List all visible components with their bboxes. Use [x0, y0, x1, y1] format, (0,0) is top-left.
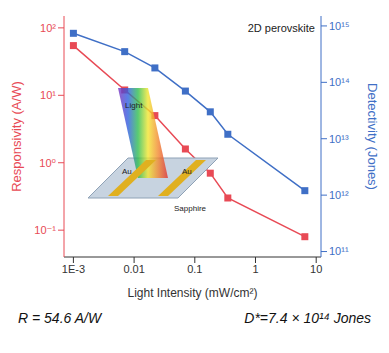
svg-text:10: 10 — [310, 263, 322, 275]
svg-text:10¹¹: 10¹¹ — [329, 245, 349, 257]
svg-text:1: 1 — [252, 263, 258, 275]
html-text:2D perovskite: 2D perovskite — [247, 22, 315, 34]
svg-text:Light: Light — [125, 101, 143, 110]
svg-text:10¹⁴: 10¹⁴ — [329, 76, 350, 88]
svg-text:Light Intensity (mW/cm²): Light Intensity (mW/cm²) — [127, 286, 257, 300]
svg-text:Au: Au — [122, 167, 132, 176]
svg-text:10⁰: 10⁰ — [39, 157, 56, 169]
svg-text:1E-3: 1E-3 — [62, 263, 85, 275]
svg-text:0.01: 0.01 — [123, 263, 144, 275]
svg-text:Au: Au — [182, 167, 192, 176]
svg-text:Sapphire: Sapphire — [174, 204, 207, 213]
svg-text:Detectivity (Jones): Detectivity (Jones) — [365, 83, 380, 190]
svg-text:0.1: 0.1 — [187, 263, 202, 275]
html-text:D*=7.4 × 10¹⁴ Jones: D*=7.4 × 10¹⁴ Jones — [244, 310, 371, 326]
html-text:R = 54.6 A/W: R = 54.6 A/W — [18, 310, 102, 326]
svg-text:10¹³: 10¹³ — [329, 133, 349, 145]
svg-text:10¹²: 10¹² — [329, 189, 349, 201]
svg-text:10¹: 10¹ — [40, 89, 56, 101]
svg-text:Responsivity (A/W): Responsivity (A/W) — [9, 81, 24, 192]
svg-text:10⁻¹: 10⁻¹ — [34, 224, 56, 236]
svg-text:10¹⁵: 10¹⁵ — [329, 20, 349, 32]
svg-text:10²: 10² — [40, 22, 56, 34]
